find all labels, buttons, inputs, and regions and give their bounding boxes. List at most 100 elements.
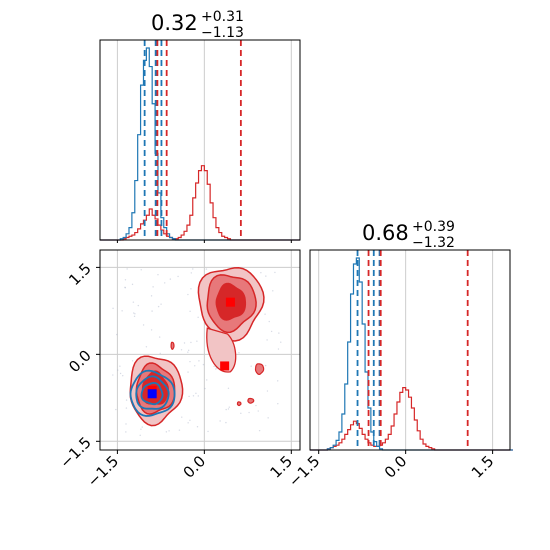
- scatter-point: [132, 301, 135, 303]
- scatter-point: [137, 304, 140, 307]
- scatter-point: [195, 392, 197, 395]
- axes-frame: [309, 249, 511, 451]
- scatter-point: [178, 429, 181, 431]
- scatter-point: [192, 268, 194, 270]
- scatter-point: [145, 346, 148, 348]
- y-tick-labels: −1.5 0.0 1.5: [56, 259, 100, 472]
- scatter-point: [196, 340, 198, 342]
- scatter-point: [168, 430, 170, 432]
- scatter-point: [125, 423, 127, 425]
- scatter-point: [270, 330, 273, 333]
- scatter-point: [272, 290, 274, 292]
- scatter-point: [177, 275, 179, 278]
- panel-title-upper: +0.39: [412, 219, 455, 235]
- panel-title-median: 0.32: [151, 11, 198, 35]
- scatter-point: [121, 310, 123, 312]
- median-markers: [147, 297, 235, 399]
- scatter-point: [150, 329, 153, 331]
- y-tick-label: −1.5: [56, 433, 94, 471]
- scatter-point: [219, 420, 221, 422]
- scatter-point: [228, 406, 231, 408]
- scatter-point: [225, 421, 227, 424]
- scatter-point: [119, 372, 122, 375]
- blue-median-marker: [147, 389, 157, 399]
- scatter-point: [196, 426, 199, 428]
- red-histogram: [100, 165, 300, 241]
- red-median-marker: [225, 297, 235, 307]
- scatter-point: [187, 349, 190, 352]
- scatter-point: [187, 422, 189, 424]
- panel-top-left-histogram: 0.32 +0.31 −1.13: [99, 9, 301, 243]
- scatter-point: [126, 268, 128, 270]
- scatter-point: [187, 371, 189, 373]
- panel-bottom-right-histogram: 0.68 +0.39 −1.32 −1.5 0.0 1.5: [285, 219, 513, 491]
- scatter-point: [197, 316, 199, 319]
- scatter-point: [125, 399, 128, 401]
- scatter-point: [202, 363, 205, 366]
- scatter-point: [277, 403, 279, 405]
- red-contour-island: [236, 401, 242, 407]
- scatter-point: [190, 288, 192, 290]
- panel-title-median: 0.68: [362, 221, 409, 245]
- scatter-point: [160, 303, 162, 305]
- scatter-point: [133, 312, 135, 314]
- scatter-point: [158, 336, 161, 338]
- blue-contour-level: [140, 381, 164, 406]
- scatter-point: [198, 360, 200, 362]
- panel-bottom-left-contour: −1.5 0.0 1.5 −1.5 0.0 1.5: [56, 249, 301, 491]
- scatter-point: [190, 341, 192, 344]
- scatter-point: [124, 279, 127, 281]
- scatter-point: [169, 278, 172, 280]
- scatter-point: [165, 431, 168, 433]
- scatter-point: [151, 310, 153, 312]
- axes-frame: [99, 39, 301, 241]
- scatter-point: [124, 286, 126, 289]
- scatter-point: [277, 348, 280, 350]
- quantile-lines: [356, 250, 469, 450]
- x-tick-label: 1.5: [468, 452, 498, 482]
- red-contour-wisp: [206, 327, 237, 373]
- scatter-point: [115, 408, 117, 411]
- histogram-series: [310, 257, 513, 451]
- histogram-series: [100, 47, 300, 243]
- scatter-point: [225, 408, 227, 411]
- x-tick-label: 0.0: [180, 452, 210, 482]
- scatter-point: [119, 365, 121, 367]
- scatter-point: [164, 282, 166, 284]
- scatter-point: [205, 268, 208, 270]
- scatter-point: [189, 419, 191, 422]
- scatter-point: [150, 295, 153, 297]
- scatter-point: [250, 365, 252, 367]
- x-tick-label: 0.0: [381, 452, 411, 482]
- scatter-point: [125, 431, 127, 433]
- x-tick-label: −1.5: [84, 452, 122, 490]
- x-tick-labels: −1.5 0.0 1.5: [285, 450, 497, 491]
- scatter-point: [258, 429, 261, 432]
- scatter-point: [190, 272, 193, 274]
- scatter-point: [134, 313, 136, 315]
- scatter-point: [248, 411, 250, 414]
- scatter-point: [133, 315, 136, 318]
- scatter-point: [264, 313, 266, 315]
- scatter-point: [265, 275, 267, 277]
- scatter-point: [187, 293, 189, 296]
- scatter-point: [152, 286, 154, 288]
- scatter-point: [180, 349, 183, 351]
- scatter-point: [278, 332, 280, 334]
- panel-title-lower: −1.32: [412, 235, 455, 251]
- scatter-point: [268, 320, 270, 323]
- grid: [318, 250, 494, 450]
- scatter-point: [183, 342, 186, 344]
- x-tick-label: −1.5: [285, 452, 323, 490]
- scatter-point: [280, 341, 282, 343]
- scatter-point: [274, 271, 276, 274]
- scatter-point: [159, 352, 161, 355]
- scatter-point: [240, 412, 242, 415]
- scatter-point: [117, 369, 119, 371]
- scatter-point: [238, 352, 240, 354]
- scatter-point: [189, 360, 191, 363]
- grid: [100, 250, 300, 450]
- scatter-point: [131, 360, 134, 362]
- scatter-point: [204, 387, 206, 390]
- scatter-point: [131, 283, 134, 286]
